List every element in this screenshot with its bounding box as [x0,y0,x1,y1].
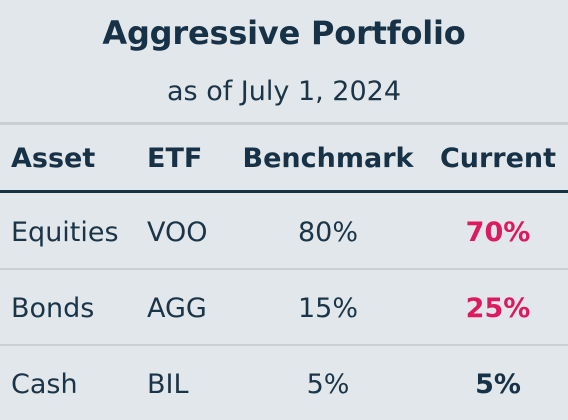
row-divider [0,344,568,346]
row-equities-benchmark: 80% [297,217,358,248]
top-divider [0,122,568,125]
row-cash-asset: Cash [11,369,78,400]
portfolio-title: Aggressive Portfolio [102,14,466,52]
row-cash-etf: BIL [147,369,189,400]
row-bonds-current: 25% [465,293,531,324]
row-equities-asset: Equities [11,217,119,248]
column-header-benchmark: Benchmark [242,143,414,174]
as-of-date: as of July 1, 2024 [167,76,401,107]
row-equities-etf: VOO [147,217,208,248]
row-bonds-etf: AGG [147,293,207,324]
header-divider [0,190,568,193]
row-cash-current: 5% [475,369,521,400]
row-bonds-asset: Bonds [11,293,95,324]
row-equities-current: 70% [465,217,531,248]
column-header-asset: Asset [11,143,96,174]
column-header-current: Current [439,143,557,174]
row-divider [0,268,568,270]
row-bonds-benchmark: 15% [297,293,358,324]
row-cash-benchmark: 5% [306,369,350,400]
column-header-etf: ETF [147,143,203,174]
